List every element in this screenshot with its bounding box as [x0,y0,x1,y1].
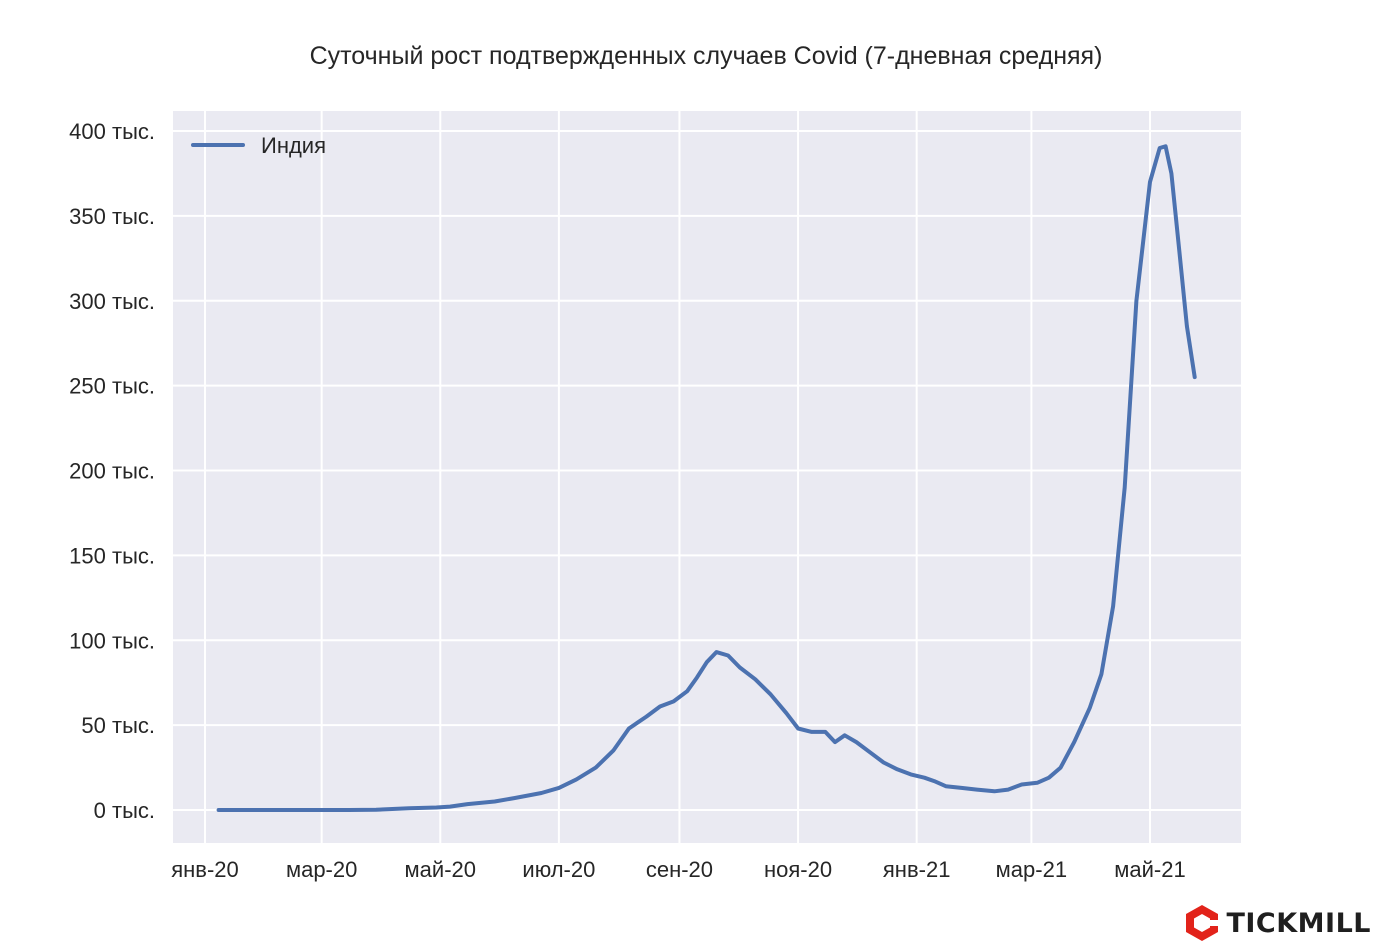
x-tick-label: сен-20 [646,857,713,882]
tickmill-logo-icon [1186,905,1221,941]
y-tick-label: 350 тыс. [69,204,155,229]
x-gridlines [204,111,1151,843]
y-tick-label: 200 тыс. [69,459,155,484]
legend: Индия [191,133,326,158]
y-gridlines [173,130,1241,811]
x-tick-label: июл-20 [522,857,595,882]
series-lines [216,144,1197,812]
y-tick-label: 250 тыс. [69,374,155,399]
y-tick-label: 400 тыс. [69,119,155,144]
chart-title: Суточный рост подтвержденных случаев Cov… [310,42,1103,70]
x-tick-label: янв-21 [883,857,951,882]
brand-logo: TICKMILL [1184,904,1371,942]
x-tick-label: мар-21 [996,857,1067,882]
x-tick-label: мар-20 [286,857,357,882]
x-tick-label: май-20 [405,857,476,882]
legend-label: Индия [261,133,326,158]
plot-area [173,111,1241,843]
series-line-india [216,144,1197,812]
x-tick-label: май-21 [1114,857,1185,882]
y-tick-label: 50 тыс. [81,713,155,738]
y-tick-label: 300 тыс. [69,289,155,314]
y-tick-label: 100 тыс. [69,628,155,653]
x-tick-labels: янв-20 мар-20 май-20 июл-20 сен-20 ноя-20 янв-… [171,857,1186,882]
x-tick-label: янв-20 [171,857,239,882]
y-tick-label: 150 тыс. [69,543,155,568]
y-tick-labels: 0 тыс. 50 тыс. 100 тыс. 150 тыс. 200 тыс. 250… [69,119,155,823]
x-tick-label: ноя-20 [764,857,832,882]
brand-name: TICKMILL [1226,907,1371,939]
y-tick-label: 0 тыс. [94,798,155,823]
